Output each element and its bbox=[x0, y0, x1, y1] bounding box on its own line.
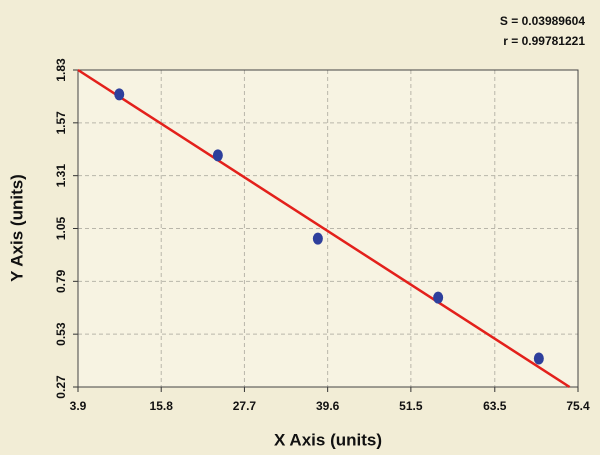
y-tick-label: 0.27 bbox=[54, 375, 68, 399]
fit-line bbox=[77, 68, 571, 389]
x-tick-label: 27.7 bbox=[233, 399, 257, 413]
annotation: S = 0.03989604 bbox=[500, 14, 585, 28]
annotation: r = 0.99781221 bbox=[503, 34, 585, 48]
data-point bbox=[312, 232, 323, 245]
y-tick-label: 1.57 bbox=[54, 111, 68, 135]
y-axis-label: Y Axis (units) bbox=[7, 174, 26, 282]
data-point bbox=[433, 291, 444, 304]
data-point bbox=[114, 88, 125, 101]
x-tick-label: 75.4 bbox=[566, 399, 590, 413]
data-point bbox=[533, 352, 544, 365]
x-tick-label: 3.9 bbox=[70, 399, 87, 413]
x-tick-label: 51.5 bbox=[399, 399, 423, 413]
y-tick-label: 1.05 bbox=[54, 216, 68, 240]
data-point bbox=[212, 149, 223, 162]
y-tick-label: 0.79 bbox=[54, 269, 68, 293]
x-axis-label: X Axis (units) bbox=[274, 430, 382, 449]
plot-border bbox=[77, 69, 579, 388]
x-tick-label: 63.5 bbox=[483, 399, 507, 413]
y-tick-label: 1.83 bbox=[54, 58, 68, 82]
x-tick-label: 39.6 bbox=[316, 399, 340, 413]
y-tick-label: 1.31 bbox=[54, 164, 68, 188]
y-tick-label: 0.53 bbox=[54, 322, 68, 346]
x-tick-label: 15.8 bbox=[150, 399, 174, 413]
